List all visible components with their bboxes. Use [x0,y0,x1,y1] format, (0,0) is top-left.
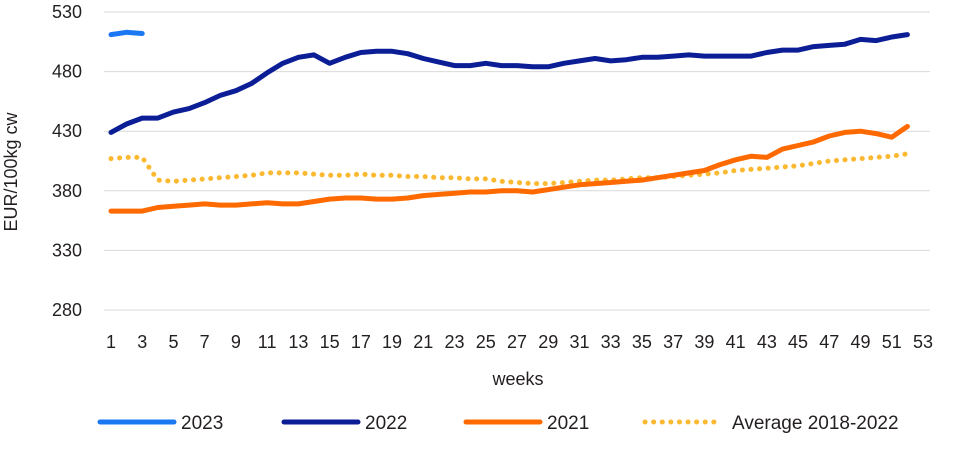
series-line-2022 [108,32,910,135]
legend-label-2021: 2021 [547,413,589,434]
y-tick-label: 430 [52,121,82,141]
x-tick-label: 47 [819,332,839,352]
y-tick-label: 530 [52,2,82,22]
x-tick-label: 9 [231,332,241,352]
y-tick-label: 330 [52,240,82,260]
x-tick-label: 3 [137,332,147,352]
legend: 2023 2022 2021 Average 2018-2022 [97,413,899,434]
series-line-2021 [108,123,910,214]
x-tick-label: 51 [882,332,902,352]
x-tick-label: 5 [168,332,178,352]
series-line-2023 [108,29,145,38]
y-axis-title: EUR/100kg cw [1,111,21,231]
x-tick-label: 7 [200,332,210,352]
x-tick-label: 25 [476,332,496,352]
legend-label-average-2018-2022: Average 2018-2022 [732,413,899,434]
x-tick-label: 15 [320,332,340,352]
series-lines [108,29,910,214]
x-tick-label: 35 [632,332,652,352]
x-tick-label: 27 [507,332,527,352]
series-line-average-2018-2022 [108,151,910,187]
x-tick-label: 37 [663,332,683,352]
y-tick-label: 280 [52,300,82,320]
y-tick-label: 380 [52,181,82,201]
y-axis-ticks: 280 330 380 430 480 530 [52,2,82,320]
x-tick-label: 23 [445,332,465,352]
x-tick-label: 39 [694,332,714,352]
x-tick-label: 17 [351,332,371,352]
x-tick-label: 19 [382,332,402,352]
x-tick-label: 31 [569,332,589,352]
x-tick-label: 29 [538,332,558,352]
y-tick-label: 480 [52,62,82,82]
x-tick-label: 13 [288,332,308,352]
x-tick-label: 49 [851,332,871,352]
x-axis-ticks: 1 3 5 7 9 11 13 15 17 19 21 23 25 27 29 31 33 35 37 39 41 43 4… [106,332,933,352]
x-tick-label: 41 [726,332,746,352]
legend-label-2023: 2023 [181,413,223,434]
x-tick-label: 1 [106,332,116,352]
x-tick-label: 45 [788,332,808,352]
x-tick-label: 33 [601,332,621,352]
x-tick-label: 21 [413,332,433,352]
x-tick-label: 53 [913,332,933,352]
x-tick-label: 11 [258,332,277,352]
x-tick-label: 43 [757,332,777,352]
x-axis-title: weeks [491,369,543,389]
legend-label-2022: 2022 [365,413,407,434]
grid-lines [104,11,930,311]
